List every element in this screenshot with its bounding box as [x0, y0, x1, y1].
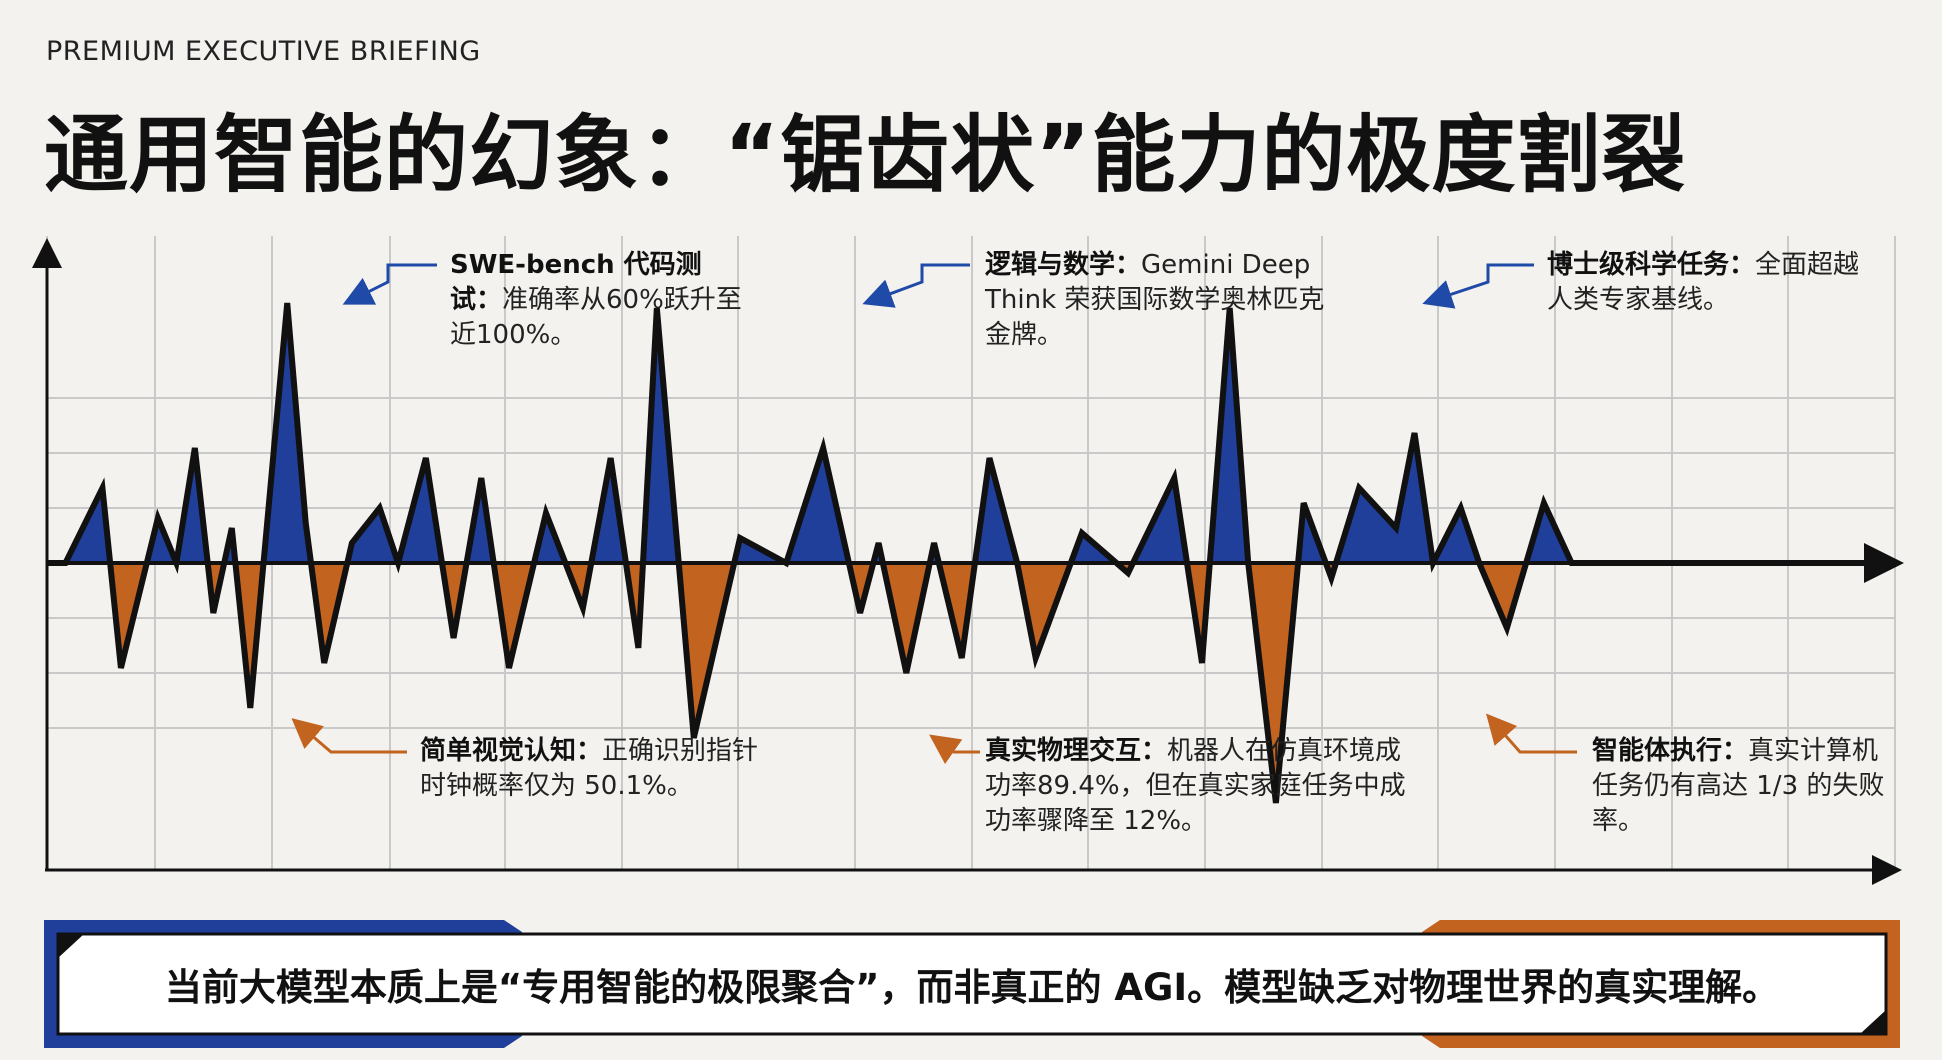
callout-agent-execution: 智能体执行：真实计算机任务仍有高达 1/3 的失败率。 — [1592, 734, 1892, 839]
callout-swe-bench: SWE-bench 代码测试：准确率从60%跃升至近100%。 — [450, 248, 750, 353]
negative-area-fill — [1479, 563, 1527, 628]
swe-callout-arrow — [342, 263, 437, 305]
callout-visual-cognition-title: 简单视觉认知： — [420, 736, 603, 766]
callout-phd-science-text: 全面超越人类专家基线。 — [1547, 250, 1860, 315]
positive-area-fill — [466, 478, 494, 563]
agent-callout-arrow — [1486, 713, 1577, 754]
callout-logic-math-title: 逻辑与数学： — [985, 250, 1142, 280]
callout-visual-cognition: 简单视觉认知：正确识别指针时钟概率仅为 50.1%。 — [420, 734, 760, 804]
banner-inner-panel — [56, 932, 1888, 1036]
jagged-capability-chart — [32, 236, 1904, 885]
negative-area-fill — [1017, 563, 1071, 658]
negative-area-fill — [1248, 563, 1299, 803]
callout-agent-execution-text: 真实计算机任务仍有高达 1/3 的失败率。 — [1592, 736, 1885, 836]
callout-visual-cognition-text: 正确识别指针时钟概率仅为 50.1%。 — [420, 736, 759, 801]
banner-text: 当前大模型本质上是“专用智能的极限聚合”，而非真正的 AGI。模型缺乏对物理世界… — [164, 966, 1780, 1009]
positive-area-fill — [263, 303, 311, 563]
callout-phd-science-title: 博士级科学任务： — [1547, 250, 1756, 280]
banner-frame — [44, 920, 1900, 1048]
positive-area-fill — [642, 308, 679, 563]
callout-logic-math: 逻辑与数学：Gemini Deep Think 荣获国际数学奥林匹克金牌。 — [985, 248, 1325, 353]
callout-logic-math-text: Gemini Deep Think 荣获国际数学奥林匹克金牌。 — [985, 250, 1325, 350]
positive-area-fill — [974, 458, 1018, 563]
banner-corner-tl — [58, 934, 84, 958]
positive-area-fill — [1209, 308, 1249, 563]
positive-area-fill — [347, 508, 399, 563]
callout-agent-execution-title: 智能体执行： — [1592, 736, 1749, 766]
positive-area-fill — [1433, 508, 1480, 563]
positive-area-fill — [398, 458, 443, 563]
math-callout-arrow — [862, 263, 970, 308]
banner-corner-br — [1860, 1010, 1886, 1034]
negative-area-fill — [235, 563, 264, 708]
phd-callout-arrow — [1422, 263, 1534, 309]
negative-area-fill — [938, 563, 975, 658]
negative-area-fill — [311, 563, 348, 663]
physical-callout-arrow — [929, 734, 980, 765]
chart-area-fills — [65, 303, 1572, 803]
conclusion-banner: 当前大模型本质上是“专用智能的极限聚合”，而非真正的 AGI。模型缺乏对物理世界… — [44, 918, 1900, 1050]
negative-area-fill — [493, 563, 535, 668]
callout-phd-science: 博士级科学任务：全面超越人类专家基线。 — [1547, 248, 1877, 318]
positive-area-fill — [786, 448, 849, 563]
negative-area-fill — [882, 563, 930, 673]
callout-swe-bench-text: 准确率从60%跃升至近100%。 — [450, 285, 742, 350]
callout-swe-bench-title: SWE-bench 代码测试： — [450, 250, 702, 315]
positive-area-fill — [591, 458, 626, 563]
kicker: PREMIUM EXECUTIVE BRIEFING — [46, 36, 481, 67]
page-title: 通用智能的幻象：“锯齿状”能力的极度割裂 — [44, 106, 1687, 204]
callout-physical-interaction-text: 机器人在仿真环境成功率89.4%，但在真实家庭任务中成功率骤降至 12%。 — [985, 736, 1406, 836]
positive-area-fill — [1526, 503, 1572, 563]
vision-callout-arrow — [291, 718, 407, 754]
callout-physical-interaction: 真实物理交互：机器人在仿真环境成功率89.4%，但在真实家庭任务中成功率骤降至 … — [985, 734, 1415, 839]
callout-physical-interaction-title: 真实物理交互： — [985, 736, 1168, 766]
positive-area-fill — [176, 448, 208, 563]
